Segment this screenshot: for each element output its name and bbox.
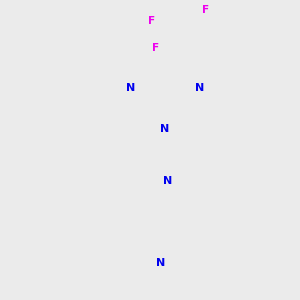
Text: N: N — [163, 176, 172, 186]
Text: F: F — [148, 16, 155, 26]
Text: F: F — [202, 5, 209, 15]
Text: F: F — [152, 44, 159, 53]
Text: N: N — [195, 83, 204, 93]
Text: N: N — [126, 83, 135, 93]
Text: N: N — [160, 124, 170, 134]
Text: N: N — [156, 258, 165, 268]
